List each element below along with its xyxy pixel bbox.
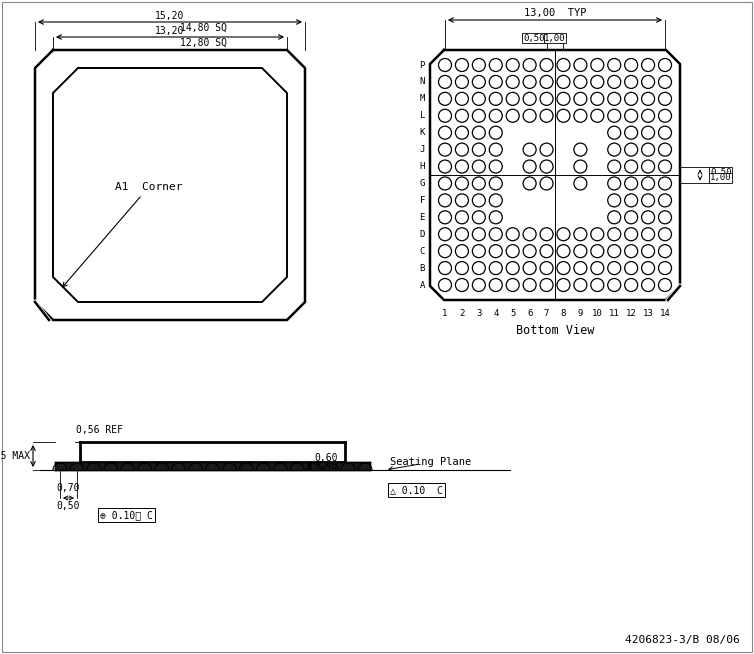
Text: 1,00: 1,00 — [710, 173, 731, 182]
Text: L: L — [420, 111, 425, 120]
Text: 13,20: 13,20 — [155, 26, 185, 36]
Text: 13,00  TYP: 13,00 TYP — [524, 8, 587, 18]
Text: 14: 14 — [660, 309, 670, 318]
Text: 2,05 MAX: 2,05 MAX — [0, 451, 30, 461]
Text: 7: 7 — [544, 309, 549, 318]
Text: N: N — [420, 77, 425, 86]
Text: B: B — [420, 264, 425, 273]
Text: 14,80 SQ: 14,80 SQ — [180, 23, 227, 33]
Text: 0,60: 0,60 — [314, 453, 338, 463]
Text: 0,50: 0,50 — [57, 501, 80, 511]
Text: A1  Corner: A1 Corner — [63, 182, 182, 287]
Text: G: G — [420, 179, 425, 188]
Text: J: J — [420, 145, 425, 154]
Text: ⊕ 0.10Ⓜ C: ⊕ 0.10Ⓜ C — [100, 510, 153, 520]
Text: 0,50: 0,50 — [523, 33, 544, 43]
Text: 0,50: 0,50 — [710, 167, 731, 177]
Text: F: F — [420, 196, 425, 205]
Text: 0,70: 0,70 — [57, 483, 80, 493]
Text: 2: 2 — [459, 309, 464, 318]
Polygon shape — [80, 442, 345, 462]
Text: D: D — [420, 230, 425, 239]
Text: 12,80 SQ: 12,80 SQ — [180, 38, 227, 48]
Text: 10: 10 — [592, 309, 602, 318]
Text: 13: 13 — [642, 309, 654, 318]
Text: 9: 9 — [578, 309, 583, 318]
Text: 15,20: 15,20 — [155, 11, 185, 21]
Text: △ 0.10  C: △ 0.10 C — [390, 485, 443, 495]
Text: 6: 6 — [527, 309, 532, 318]
Text: K: K — [420, 128, 425, 137]
Text: M: M — [420, 94, 425, 103]
Text: 12: 12 — [626, 309, 636, 318]
Text: 8: 8 — [561, 309, 566, 318]
Text: 5: 5 — [510, 309, 516, 318]
Polygon shape — [55, 462, 370, 470]
Text: E: E — [420, 213, 425, 222]
Text: 11: 11 — [609, 309, 620, 318]
Text: 4: 4 — [493, 309, 498, 318]
Text: 1,00: 1,00 — [544, 33, 566, 43]
Text: Bottom View: Bottom View — [516, 324, 594, 337]
Text: 4206823-3/B 08/06: 4206823-3/B 08/06 — [625, 635, 740, 645]
Text: 3: 3 — [477, 309, 482, 318]
Text: C: C — [420, 247, 425, 256]
Text: 0,40: 0,40 — [314, 461, 338, 471]
Text: A: A — [420, 281, 425, 290]
Text: P: P — [420, 61, 425, 69]
Text: Seating Plane: Seating Plane — [390, 457, 471, 467]
Text: 1: 1 — [443, 309, 448, 318]
Text: H: H — [420, 162, 425, 171]
Text: 0,56 REF: 0,56 REF — [76, 425, 123, 435]
